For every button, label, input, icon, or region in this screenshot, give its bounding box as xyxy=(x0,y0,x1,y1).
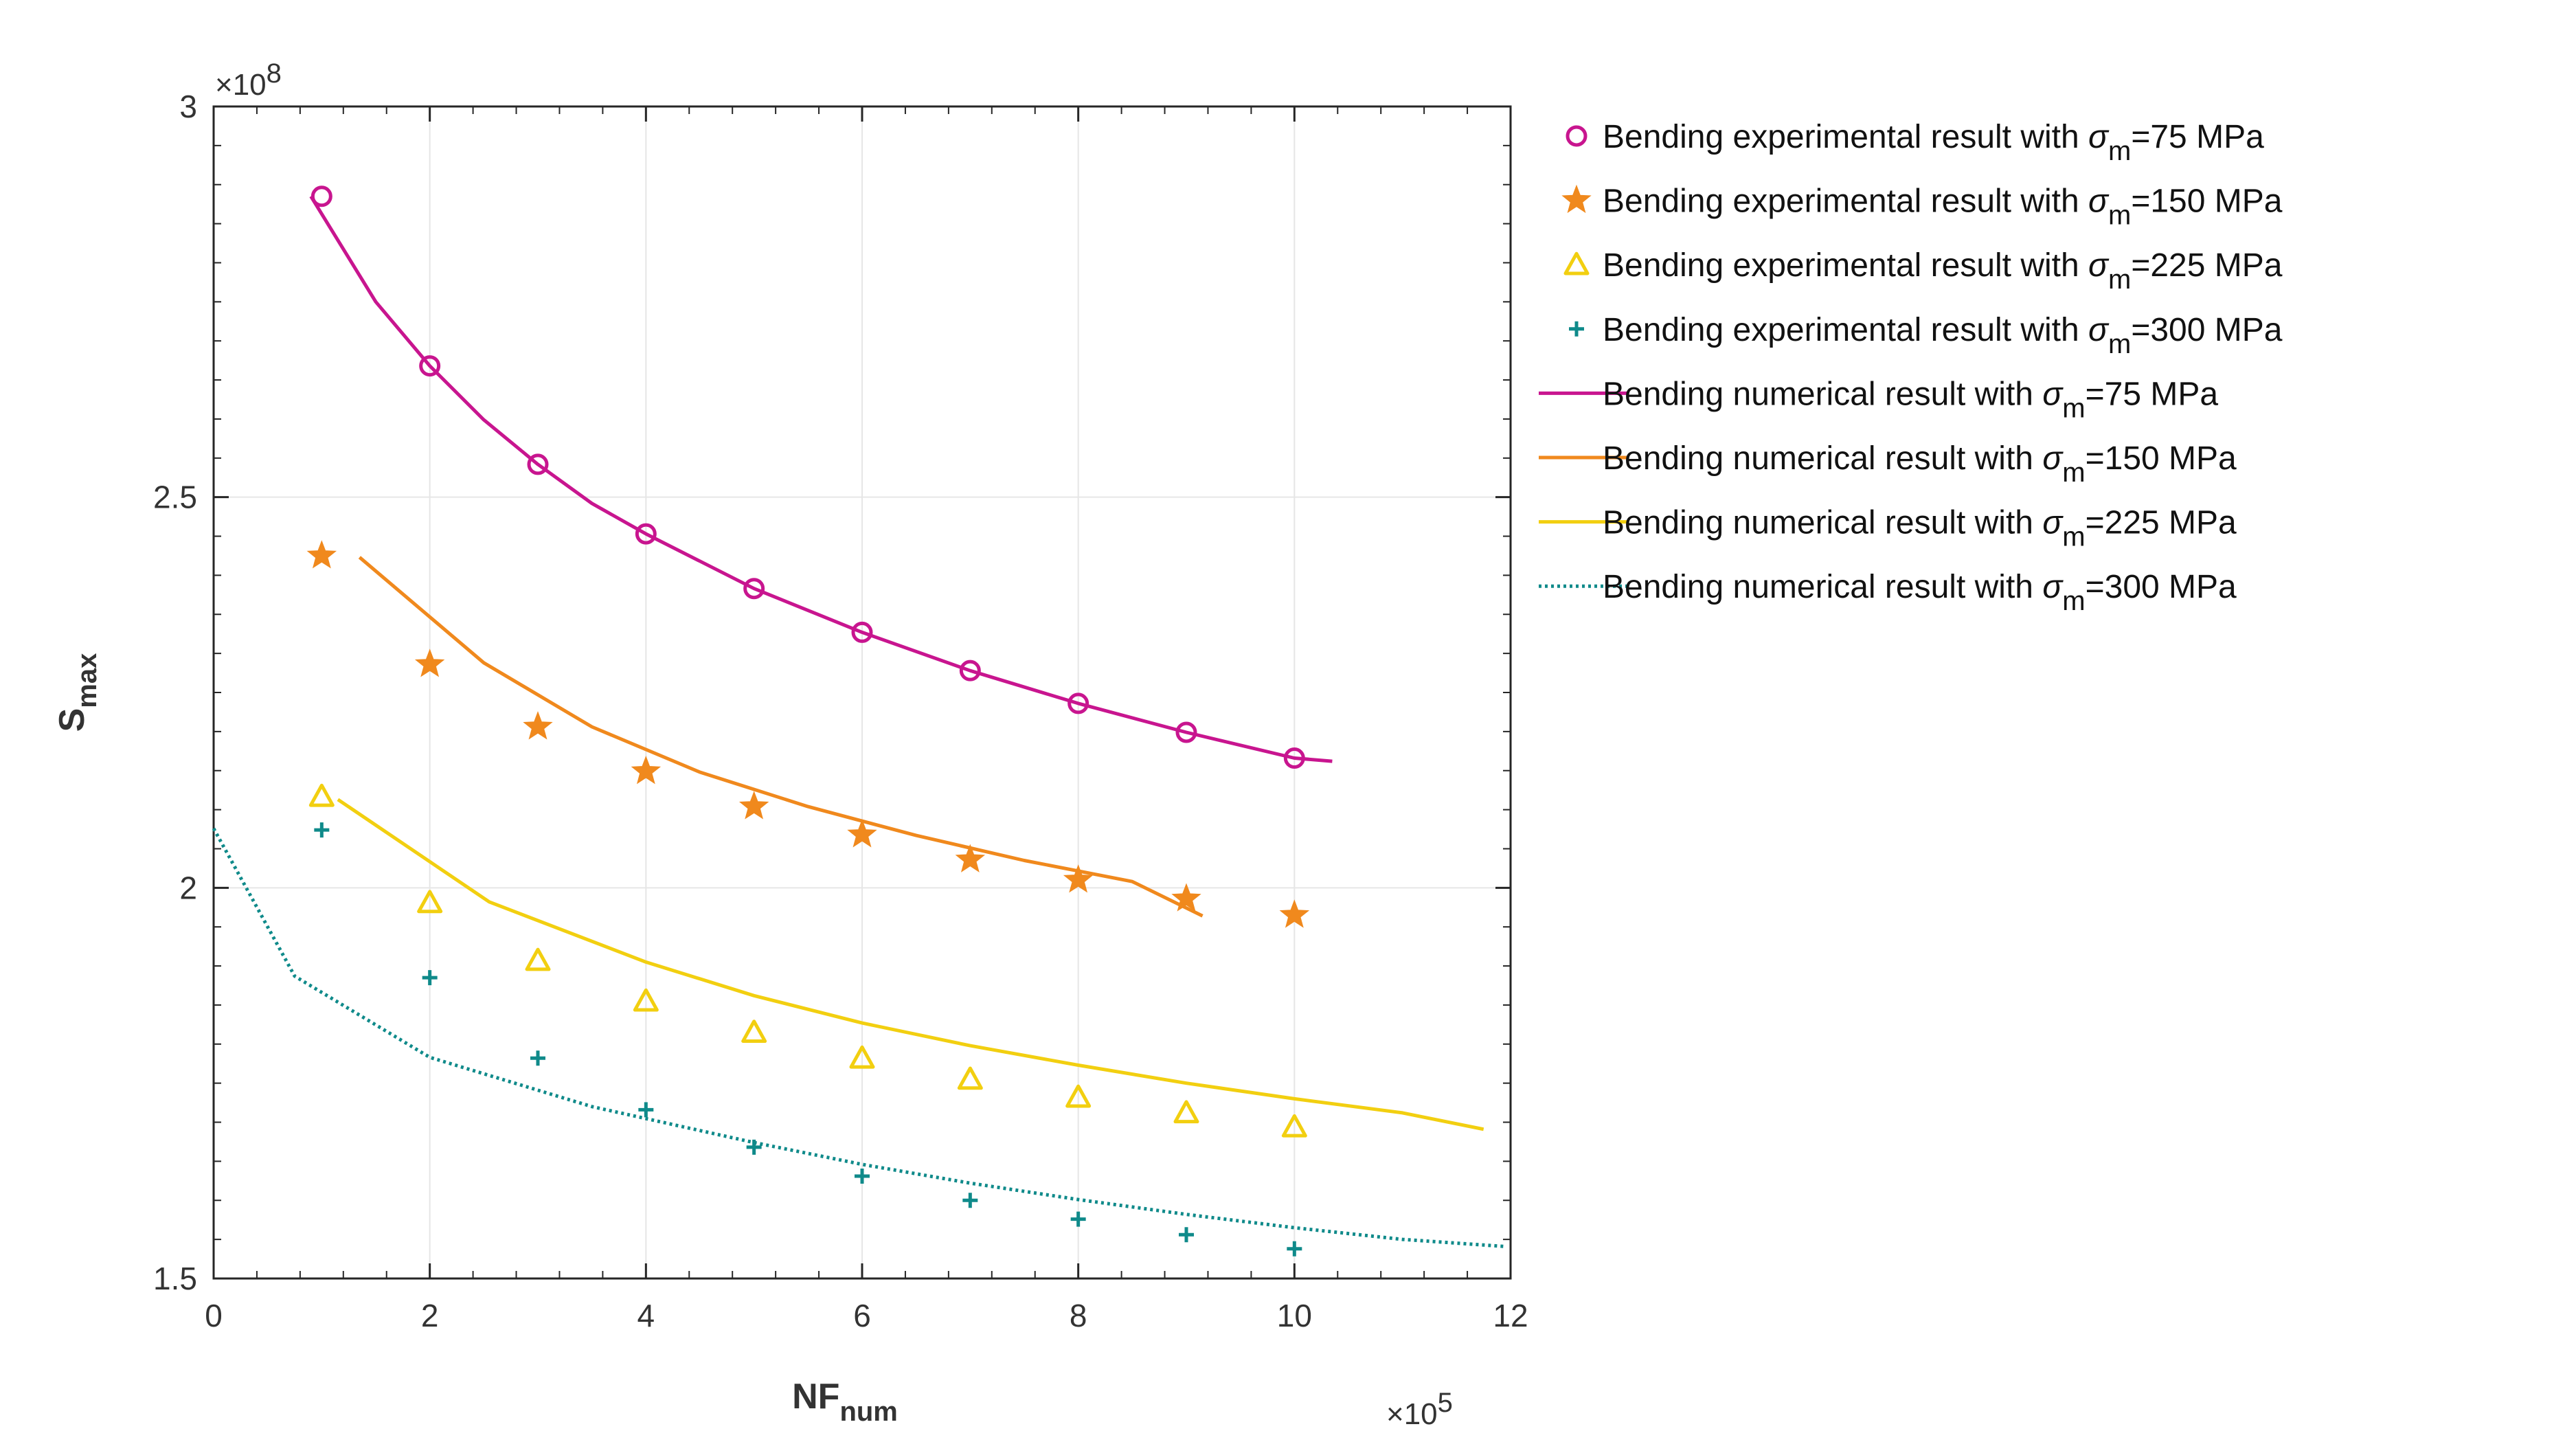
data-point xyxy=(743,578,765,600)
y-tick-labels: 1.5 2 2.5 3 xyxy=(153,89,197,1296)
x-tick-label: 12 xyxy=(1493,1298,1528,1333)
data-point xyxy=(1287,1241,1302,1257)
grid xyxy=(214,106,1511,1278)
x-exponent-label: ×105 xyxy=(1386,1388,1453,1431)
series-1 xyxy=(306,540,1310,928)
x-tick-label: 10 xyxy=(1277,1298,1312,1333)
legend-item: Bending numerical result with σm=150 MPa xyxy=(1539,440,2237,488)
data-point xyxy=(1281,1114,1307,1138)
y-tick-label: 1.5 xyxy=(153,1261,197,1296)
data-point xyxy=(1070,1211,1086,1227)
data-point xyxy=(414,649,445,677)
x-tick-label: 6 xyxy=(853,1298,871,1333)
data-point xyxy=(962,1193,978,1208)
y-tick-label: 3 xyxy=(179,89,197,124)
data-point xyxy=(1279,899,1310,928)
data-point xyxy=(959,660,981,681)
legend-label: Bending experimental result with σm=300 … xyxy=(1603,312,2283,359)
x-axis-label: NFnum xyxy=(792,1377,898,1427)
legend-label: Bending numerical result with σm=150 MPa xyxy=(1603,440,2237,488)
data-point xyxy=(1067,692,1089,714)
series-0 xyxy=(310,185,1305,769)
legend-label: Bending experimental result with σm=75 M… xyxy=(1603,119,2264,166)
data-point xyxy=(417,890,443,914)
legend-label: Bending numerical result with σm=300 MPa xyxy=(1603,569,2237,616)
legend-item: Bending numerical result with σm=75 MPa xyxy=(1539,376,2218,423)
legend-label: Bending experimental result with σm=225 … xyxy=(1603,247,2283,295)
data-point xyxy=(746,1139,762,1155)
data-point xyxy=(955,844,986,872)
legend-label: Bending numerical result with σm=75 MPa xyxy=(1603,376,2218,423)
legend-item: Bending experimental result with σm=150 … xyxy=(1561,183,2283,231)
y-exponent-label: ×108 xyxy=(215,58,282,102)
x-tick-labels: 0 2 4 6 8 10 12 xyxy=(205,1298,1528,1333)
series-3 xyxy=(314,822,1302,1257)
major-ticks xyxy=(212,105,1512,1280)
x-tick-label: 2 xyxy=(421,1298,439,1333)
data-point xyxy=(1179,1227,1194,1243)
legend-marker-swatch xyxy=(1566,125,1588,147)
legend-marker-swatch xyxy=(1561,184,1592,214)
legend-marker-swatch xyxy=(1569,321,1584,337)
data-point xyxy=(635,523,657,545)
series-line xyxy=(309,195,1333,763)
series-6 xyxy=(337,798,1484,1131)
legend-marker-swatch xyxy=(1563,251,1590,275)
data-point xyxy=(1063,864,1094,893)
data-point xyxy=(633,988,659,1012)
legend-label: Bending numerical result with σm=225 MPa xyxy=(1603,505,2237,552)
y-tick-label: 2 xyxy=(179,870,197,905)
x-tick-label: 8 xyxy=(1070,1298,1087,1333)
data-point xyxy=(1175,721,1197,743)
data-point xyxy=(422,970,438,986)
y-tick-label: 2.5 xyxy=(153,480,197,515)
series-layer xyxy=(212,185,1506,1257)
series-5 xyxy=(358,556,1204,918)
data-point xyxy=(306,540,337,569)
data-point xyxy=(638,1102,654,1118)
data-point xyxy=(525,947,551,971)
series-line xyxy=(358,556,1204,918)
data-point xyxy=(419,355,441,377)
data-point xyxy=(308,783,335,807)
data-point xyxy=(527,453,549,475)
data-point xyxy=(1171,883,1201,912)
data-point xyxy=(851,621,873,643)
data-point xyxy=(847,819,877,848)
legend-label: Bending experimental result with σm=150 … xyxy=(1603,183,2283,231)
legend-item: Bending numerical result with σm=300 MPa xyxy=(1539,569,2237,616)
data-point xyxy=(849,1045,875,1069)
series-2 xyxy=(308,783,1307,1138)
legend-item: Bending experimental result with σm=225 … xyxy=(1563,247,2283,295)
data-point xyxy=(1173,1100,1199,1124)
data-point xyxy=(855,1169,870,1184)
data-point xyxy=(738,791,769,820)
data-point xyxy=(741,1019,767,1044)
data-point xyxy=(1065,1084,1092,1108)
y-axis-label: Smax xyxy=(52,653,102,732)
data-point xyxy=(957,1066,983,1090)
legend: Bending experimental result with σm=75 M… xyxy=(1539,119,2283,616)
series-line xyxy=(337,798,1484,1131)
series-4 xyxy=(309,195,1333,763)
x-tick-label: 0 xyxy=(205,1298,223,1333)
x-tick-label: 4 xyxy=(637,1298,655,1333)
data-point xyxy=(314,822,330,838)
legend-item: Bending experimental result with σm=75 M… xyxy=(1566,119,2264,166)
data-point xyxy=(530,1050,545,1066)
data-point xyxy=(631,756,662,785)
data-point xyxy=(523,711,553,740)
legend-item: Bending numerical result with σm=225 MPa xyxy=(1539,505,2237,552)
legend-item: Bending experimental result with σm=300 … xyxy=(1569,312,2283,359)
